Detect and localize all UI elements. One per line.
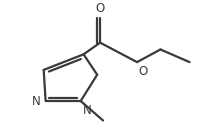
Text: O: O (95, 2, 105, 15)
Text: O: O (138, 65, 147, 78)
Text: N: N (32, 95, 41, 108)
Text: N: N (83, 104, 91, 117)
